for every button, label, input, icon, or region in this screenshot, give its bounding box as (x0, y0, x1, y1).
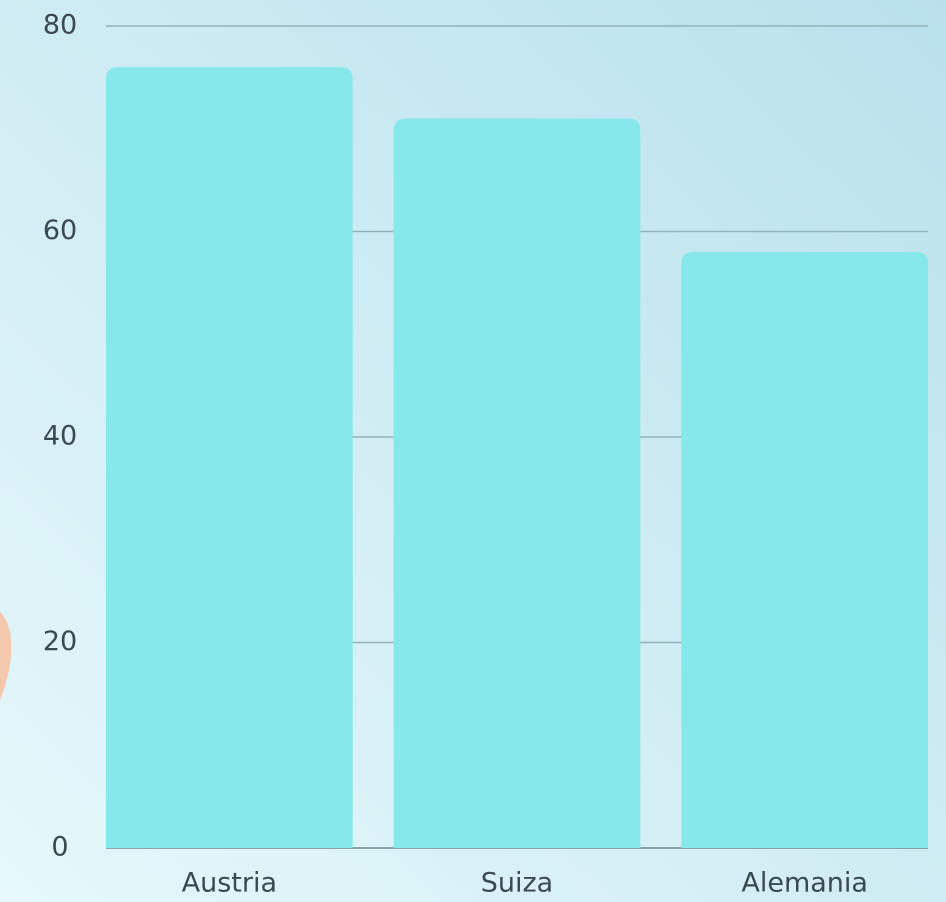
x-tick-label: Suiza (481, 868, 553, 899)
y-tick-label: 60 (43, 215, 77, 246)
bar (681, 252, 928, 848)
chart: 0 20 40 60 80 Austria Suiza Alemania (0, 0, 946, 902)
y-tick-label: 40 (43, 421, 77, 452)
x-tick-label: Alemania (741, 868, 868, 899)
y-tick-label: 0 (51, 832, 68, 863)
bar (106, 67, 353, 848)
y-tick-label: 20 (43, 626, 77, 657)
bar (394, 118, 641, 848)
x-tick-label: Austria (182, 868, 277, 899)
y-tick-label: 80 (43, 10, 77, 41)
